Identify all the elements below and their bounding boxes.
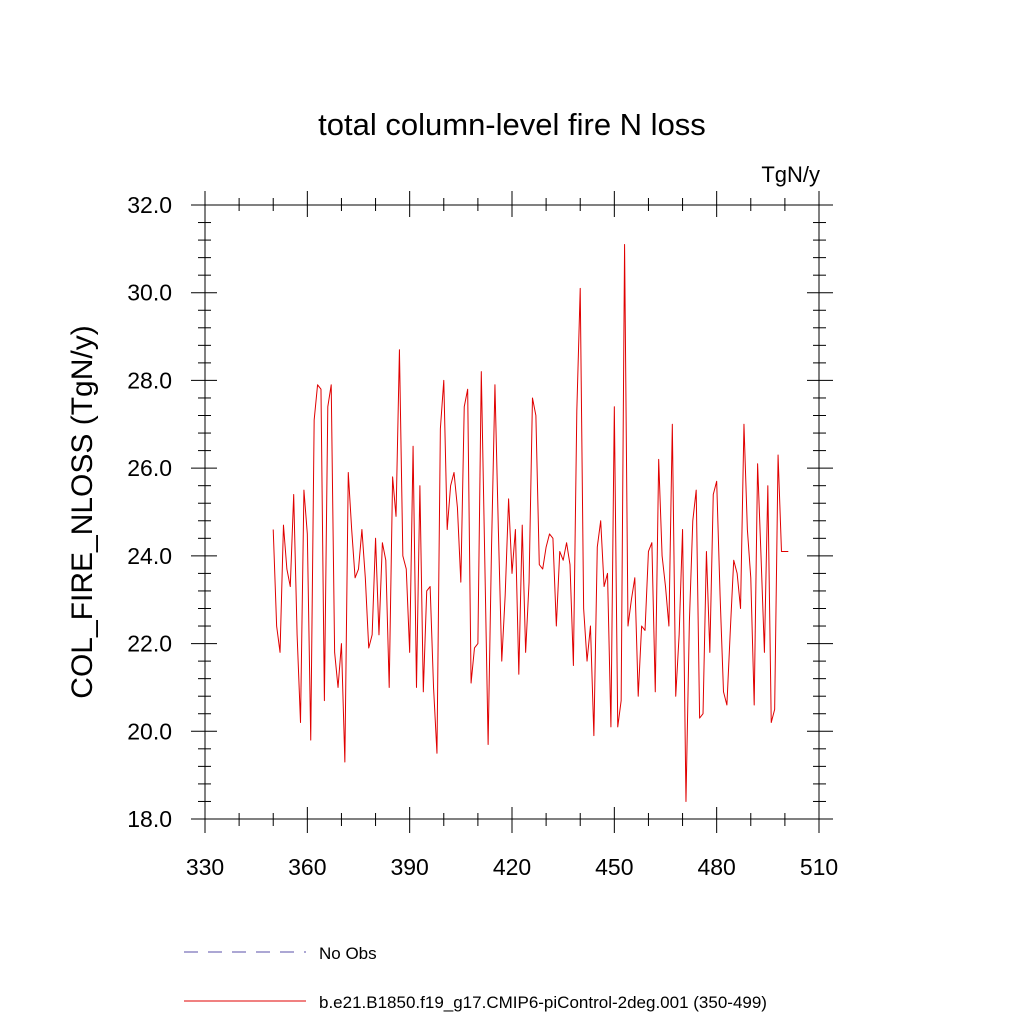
legend-label-no-obs: No Obs xyxy=(319,944,377,963)
plot-border xyxy=(204,204,820,820)
x-tick-label: 330 xyxy=(186,854,224,880)
y-tick-label: 28.0 xyxy=(127,367,172,393)
x-tick-label: 480 xyxy=(697,854,735,880)
legend-label-model: b.e21.B1850.f19_g17.CMIP6-piControl-2deg… xyxy=(319,993,767,1012)
y-axis-label: COL_FIRE_NLOSS (TgN/y) xyxy=(66,325,99,698)
series-lines xyxy=(272,243,789,802)
y-tick-label: 30.0 xyxy=(127,280,172,306)
legend: No Obs b.e21.B1850.f19_g17.CMIP6-piContr… xyxy=(184,944,767,1012)
x-tick-label: 450 xyxy=(595,854,633,880)
x-tick-label: 360 xyxy=(288,854,326,880)
y-tick-label: 22.0 xyxy=(127,631,172,657)
chart-title: total column-level fire N loss xyxy=(318,107,706,142)
x-tick-label: 510 xyxy=(800,854,838,880)
y-tick-label: 32.0 xyxy=(127,192,172,218)
units-label: TgN/y xyxy=(761,162,820,187)
x-tick-labels: 330 360 390 420 450 480 510 xyxy=(186,854,838,880)
y-tick-labels: 18.0 20.0 22.0 24.0 26.0 28.0 30.0 32.0 xyxy=(127,192,172,832)
x-tick-label: 420 xyxy=(493,854,531,880)
y-tick-label: 26.0 xyxy=(127,455,172,481)
plot-area xyxy=(204,204,820,820)
y-tick-label: 24.0 xyxy=(127,543,172,569)
x-tick-label: 390 xyxy=(390,854,428,880)
series-line-1 xyxy=(272,243,789,802)
y-tick-label: 18.0 xyxy=(127,806,172,832)
axis-ticks xyxy=(191,191,833,833)
y-tick-label: 20.0 xyxy=(127,718,172,744)
